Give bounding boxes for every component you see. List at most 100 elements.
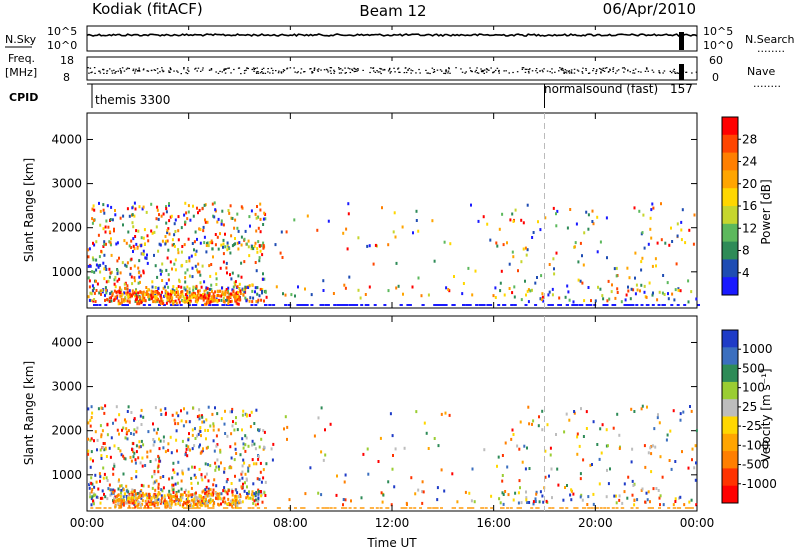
scatter-cell bbox=[261, 288, 264, 291]
ground-cell bbox=[238, 507, 242, 509]
scatter-cell bbox=[192, 295, 195, 299]
scatter-cell bbox=[147, 295, 150, 299]
ground-cell bbox=[157, 507, 161, 509]
ground-cell bbox=[649, 507, 652, 509]
scatter-cell bbox=[181, 469, 184, 473]
scatter-cell bbox=[555, 224, 558, 228]
scatter-cell bbox=[134, 207, 137, 211]
scatter-cell bbox=[122, 472, 125, 476]
scatter-cell bbox=[390, 503, 393, 507]
scatter-cell bbox=[177, 498, 180, 502]
scatter-cell bbox=[247, 245, 250, 249]
freq-point bbox=[223, 69, 225, 71]
colorbar-segment bbox=[722, 259, 738, 278]
scatter-cell bbox=[237, 274, 240, 278]
scatter-cell bbox=[116, 290, 119, 294]
ground-cell bbox=[179, 304, 183, 306]
scatter-cell bbox=[219, 496, 221, 500]
freq-point bbox=[672, 70, 674, 72]
scatter-cell bbox=[165, 282, 168, 286]
scatter-cell bbox=[94, 430, 97, 434]
freq-point bbox=[485, 68, 488, 70]
scatter-cell bbox=[204, 504, 207, 508]
scatter-cell bbox=[597, 285, 599, 289]
scatter-cell bbox=[552, 257, 555, 261]
scatter-cell bbox=[87, 255, 90, 259]
scatter-cell bbox=[187, 237, 190, 241]
scatter-cell bbox=[92, 499, 95, 503]
scatter-cell bbox=[180, 493, 183, 497]
scatter-cell bbox=[204, 488, 207, 492]
scatter-cell bbox=[141, 295, 144, 299]
scatter-cell bbox=[209, 298, 212, 301]
scatter-cell bbox=[120, 500, 123, 504]
scatter-cell bbox=[110, 492, 113, 496]
freq-point bbox=[393, 67, 395, 69]
scatter-cell bbox=[616, 287, 619, 291]
scatter-cell bbox=[134, 294, 136, 298]
scatter-cell bbox=[461, 292, 464, 296]
scatter-cell bbox=[238, 241, 241, 245]
scatter-cell bbox=[98, 201, 100, 205]
freq-point bbox=[219, 70, 221, 72]
scatter-cell bbox=[202, 447, 204, 451]
ground-cell bbox=[192, 507, 196, 509]
scatter-cell bbox=[141, 293, 144, 297]
scatter-cell bbox=[251, 300, 254, 304]
ground-cell bbox=[173, 304, 176, 306]
scatter-cell bbox=[109, 455, 112, 459]
beam-title: Beam 12 bbox=[359, 2, 426, 20]
colorbar-tick-label: 8 bbox=[742, 244, 750, 258]
scatter-cell bbox=[176, 472, 179, 476]
scatter-cell bbox=[155, 296, 158, 300]
scatter-cell bbox=[415, 410, 418, 414]
scatter-cell bbox=[262, 476, 265, 480]
scatter-cell bbox=[186, 411, 189, 415]
freq-point bbox=[224, 72, 227, 74]
scatter-cell bbox=[159, 243, 162, 247]
scatter-cell bbox=[566, 226, 569, 230]
scatter-cell bbox=[199, 273, 202, 277]
scatter-cell bbox=[380, 491, 383, 495]
ground-cell bbox=[344, 507, 348, 509]
scatter-cell bbox=[203, 302, 206, 306]
scatter-cell bbox=[159, 439, 162, 443]
scatter-cell bbox=[219, 448, 222, 452]
freq-point bbox=[309, 68, 311, 70]
scatter-cell bbox=[234, 283, 237, 287]
scatter-cell bbox=[600, 451, 603, 455]
scatter-cell bbox=[679, 412, 682, 416]
scatter-cell bbox=[138, 492, 141, 495]
scatter-cell bbox=[641, 256, 644, 260]
ground-cell bbox=[606, 507, 610, 509]
scatter-cell bbox=[166, 493, 169, 497]
scatter-cell bbox=[185, 300, 188, 304]
scatter-cell bbox=[92, 204, 95, 208]
scatter-cell bbox=[660, 202, 662, 206]
ground-cell bbox=[565, 507, 569, 509]
scatter-cell bbox=[262, 468, 265, 472]
scatter-cell bbox=[184, 220, 187, 224]
scatter-cell bbox=[568, 418, 571, 422]
freq-point bbox=[632, 72, 634, 74]
ground-cell bbox=[487, 304, 491, 306]
scatter-cell bbox=[105, 280, 108, 284]
scatter-cell bbox=[661, 475, 664, 479]
scatter-cell bbox=[158, 499, 161, 503]
scatter-cell bbox=[628, 276, 631, 280]
scatter-cell bbox=[180, 409, 182, 413]
freq-point bbox=[154, 69, 157, 71]
freq-point bbox=[410, 69, 412, 71]
scatter-cell bbox=[261, 500, 264, 504]
scatter-cell bbox=[87, 437, 89, 441]
freq-point bbox=[223, 68, 226, 70]
scatter-cell bbox=[130, 275, 133, 279]
ground-cell bbox=[310, 304, 314, 306]
scatter-cell bbox=[249, 425, 252, 429]
scatter-cell bbox=[482, 215, 485, 219]
scatter-cell bbox=[634, 292, 637, 296]
freq-point bbox=[573, 72, 576, 74]
freq-point bbox=[624, 68, 626, 70]
scatter-cell bbox=[235, 416, 237, 420]
scatter-cell bbox=[136, 246, 139, 250]
